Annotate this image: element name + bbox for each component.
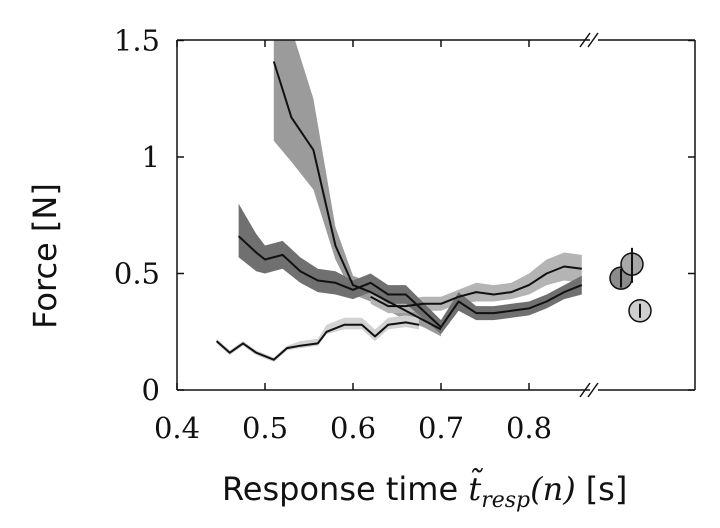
series-2-band bbox=[370, 252, 582, 314]
x-axis-title: Response time t̃resp(n) [s] bbox=[222, 469, 627, 513]
y-tick-label: 1.5 bbox=[114, 24, 160, 58]
y-tick-label: 1 bbox=[142, 140, 160, 174]
marker-3 bbox=[628, 299, 652, 323]
y-ticks: 0 0.5 1 1.5 bbox=[114, 24, 695, 407]
x-axis-title-subscript: resp bbox=[481, 488, 530, 513]
axis-break-top bbox=[579, 32, 599, 48]
x-axis-title-unit: [s] bbox=[586, 470, 628, 508]
confidence-bands bbox=[216, 40, 582, 362]
y-axis-title: Force [N] bbox=[26, 183, 64, 329]
series-3-band bbox=[238, 203, 582, 335]
x-tick-label: 0.4 bbox=[154, 411, 200, 445]
axis-break-bottom bbox=[579, 382, 599, 398]
x-axis-title-argument: (n) bbox=[530, 470, 576, 508]
marker-2 bbox=[620, 247, 644, 283]
series-2-line bbox=[370, 265, 582, 308]
series-3-line bbox=[237, 235, 583, 329]
series-1-band bbox=[273, 40, 441, 337]
x-tick-label: 0.7 bbox=[418, 411, 464, 445]
series-4-line bbox=[215, 321, 420, 361]
series-4-band bbox=[216, 315, 419, 362]
series-lines bbox=[215, 61, 583, 361]
x-tick-label: 0.6 bbox=[330, 411, 376, 445]
y-tick-label: 0 bbox=[142, 373, 160, 407]
x-axis-title-prefix: Response time bbox=[222, 470, 468, 508]
x-tick-label: 0.8 bbox=[506, 411, 552, 445]
y-tick-label: 0.5 bbox=[114, 257, 160, 291]
summary-markers bbox=[609, 247, 652, 323]
x-tick-label: 0.5 bbox=[242, 411, 288, 445]
x-ticks: 0.4 0.5 0.6 0.7 0.8 bbox=[154, 40, 552, 445]
x-axis-title-symbol: t̃ bbox=[468, 469, 484, 508]
series-1-line bbox=[272, 61, 442, 331]
